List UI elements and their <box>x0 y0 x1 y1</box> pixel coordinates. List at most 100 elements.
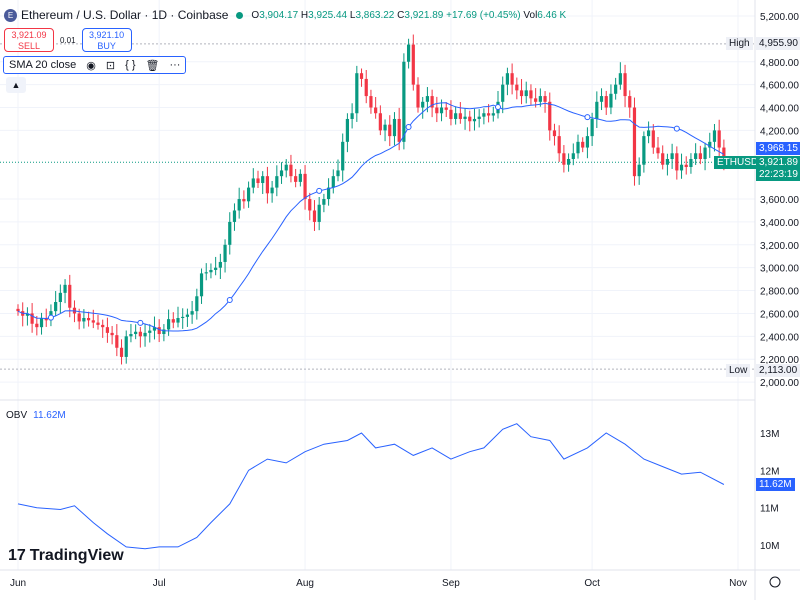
candle-body <box>265 176 270 194</box>
candle-body <box>712 130 717 142</box>
trash-icon[interactable]: 🗑 <box>145 59 160 72</box>
source-code-icon[interactable]: { } <box>125 59 136 71</box>
countdown-tag: 22:23:19 <box>756 168 800 181</box>
candle-body <box>698 153 702 159</box>
candle-body <box>303 173 307 200</box>
candle-body <box>623 73 627 97</box>
candle-body <box>246 187 251 202</box>
symbol-title[interactable]: Ethereum / U.S. Dollar · 1D · Coinbase <box>21 8 229 22</box>
candle-body <box>519 90 524 97</box>
eye-icon[interactable]: ◉ <box>86 59 96 72</box>
obv-legend[interactable]: OBV 11.62M <box>6 410 66 421</box>
candle-body <box>143 332 147 337</box>
candle-body <box>312 210 317 222</box>
candle-body <box>261 176 265 184</box>
candle-body <box>129 334 133 337</box>
tradingview-logo: 17 TradingView <box>8 547 124 564</box>
low-label: Low <box>726 364 751 377</box>
price-tick-label: 2,200.00 <box>760 355 799 366</box>
candle-body <box>614 84 618 94</box>
candle-body <box>345 118 350 142</box>
candle-body <box>138 331 142 337</box>
candle-body <box>331 176 335 188</box>
candle-body <box>534 98 538 102</box>
more-icon[interactable]: ··· <box>169 59 181 71</box>
candle-body <box>223 244 227 262</box>
candle-body <box>105 327 110 333</box>
sma-marker <box>47 314 54 321</box>
candle-body <box>298 173 302 182</box>
candle-body <box>482 113 486 117</box>
sma-marker <box>226 297 233 304</box>
candle-body <box>585 136 590 148</box>
sma-indicator-legend[interactable]: SMA 20 close ◉ ⊡ { } 🗑 ··· <box>3 56 187 74</box>
candle-body <box>637 164 641 177</box>
obv-tick-label: 12M <box>760 466 779 477</box>
candle-body <box>538 96 542 102</box>
settings-icon[interactable] <box>769 576 781 588</box>
price-tick-label: 3,200.00 <box>760 241 799 252</box>
candle-body <box>458 113 462 119</box>
sma-marker <box>584 114 591 121</box>
candle-body <box>284 164 288 171</box>
candle-body <box>430 96 434 108</box>
x-tick-label: Oct <box>584 578 600 589</box>
candle-body <box>256 178 260 184</box>
candle-body <box>355 73 359 114</box>
candle-body <box>425 96 430 102</box>
price-tick-label: 2,400.00 <box>760 332 799 343</box>
candle-body <box>39 318 44 328</box>
obv-tick-label: 11M <box>760 504 779 515</box>
candle-body <box>581 141 585 148</box>
price-tick-label: 4,600.00 <box>760 81 799 92</box>
candle-body <box>708 141 712 148</box>
candle-body <box>421 101 425 108</box>
candle-body <box>609 93 613 108</box>
x-tick-label: Aug <box>296 578 314 589</box>
settings-icon[interactable]: ⊡ <box>105 59 116 72</box>
candle-body <box>232 210 237 222</box>
candle-body <box>30 313 34 324</box>
candle-body <box>472 118 477 122</box>
candle-body <box>595 101 599 119</box>
candle-body <box>416 84 420 108</box>
candle-body <box>171 319 175 323</box>
candle-body <box>392 118 397 137</box>
price-tick-label: 3,600.00 <box>760 195 799 206</box>
candle-body <box>548 101 552 131</box>
candle-body <box>195 296 199 312</box>
sma-marker <box>673 125 680 132</box>
candle-body <box>439 107 444 114</box>
candle-body <box>670 153 674 159</box>
candle-body <box>632 107 637 177</box>
candle-body <box>406 44 411 62</box>
candle-body <box>317 204 321 222</box>
candle-body <box>115 335 119 348</box>
candle-body <box>364 78 368 97</box>
collapse-legend-button[interactable]: ▲ <box>6 77 26 93</box>
candle-body <box>661 153 665 165</box>
sma-marker <box>137 319 144 326</box>
candle-body <box>35 323 39 328</box>
candle-body <box>675 153 679 171</box>
ohlc-values: O3,904.17 H3,925.44 L3,863.22 C3,921.89 … <box>251 9 567 21</box>
candle-body <box>505 73 510 85</box>
price-tick-label: 3,400.00 <box>760 218 799 229</box>
candle-body <box>16 308 20 312</box>
x-tick-label: Nov <box>729 578 747 589</box>
sell-button[interactable]: 3,921.09 SELL <box>4 28 54 52</box>
candle-body <box>689 159 693 168</box>
candle-body <box>722 147 726 163</box>
candle-body <box>694 153 698 159</box>
ethereum-logo-icon: E <box>4 8 17 22</box>
candle-body <box>166 319 171 330</box>
price-tick-label: 4,200.00 <box>760 126 799 137</box>
candle-body <box>618 73 622 85</box>
buy-button[interactable]: 3,921.10 BUY <box>81 28 132 52</box>
price-tick-label: 2,600.00 <box>760 309 799 320</box>
candle-body <box>576 141 580 154</box>
symbol-tag: ETHUSD <box>714 156 762 169</box>
candle-body <box>642 136 646 165</box>
price-tick-label: 5,200.00 <box>760 12 799 23</box>
